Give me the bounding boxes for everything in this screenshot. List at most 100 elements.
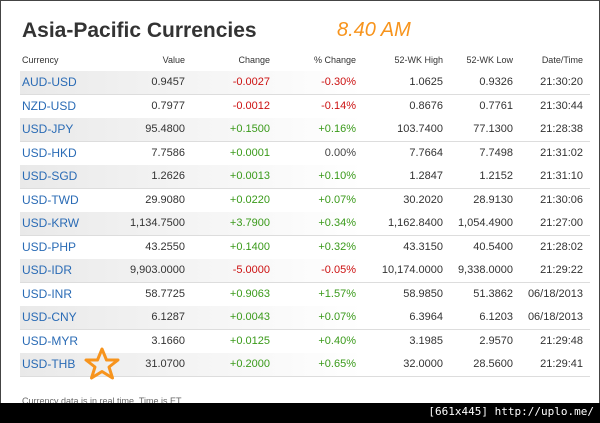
table-cell: 43.3150	[403, 240, 443, 253]
table-cell: 21:29:22	[540, 264, 583, 276]
currency-link[interactable]: USD-THB	[22, 357, 76, 371]
table-cell: 9,903.0000	[129, 264, 185, 276]
column-header: % Change	[313, 55, 356, 65]
table-cell: 21:27:00	[540, 217, 583, 229]
table-cell: 31.0700	[145, 358, 185, 370]
table-cell: +0.1400	[229, 240, 270, 253]
table-cell: +0.34%	[318, 217, 356, 229]
table-cell: 1.2626	[151, 170, 185, 182]
column-header: Currency	[22, 55, 59, 65]
table-cell: 21:28:38	[540, 123, 583, 135]
currency-link[interactable]: USD-KRW	[22, 216, 80, 230]
table-cell: 0.7977	[151, 99, 185, 112]
column-header: 52-WK High	[394, 55, 443, 65]
table-cell: 1.0625	[409, 76, 443, 88]
column-header: Date/Time	[541, 55, 583, 65]
table-cell: 58.9850	[403, 287, 443, 300]
table-cell: 21:30:44	[540, 99, 583, 112]
table-cell: 21:31:10	[540, 170, 583, 182]
table-cell: 9,338.0000	[457, 264, 513, 276]
table-cell: 40.5400	[473, 240, 513, 253]
currency-link[interactable]: USD-HKD	[22, 145, 77, 160]
table-cell: +0.07%	[318, 311, 356, 323]
star-icon	[84, 347, 120, 380]
currency-link[interactable]: USD-SGD	[22, 169, 78, 183]
table-cell: +0.16%	[318, 123, 356, 135]
currency-link[interactable]: USD-CNY	[22, 310, 77, 324]
table-cell: +0.0043	[229, 311, 270, 323]
table-row	[20, 212, 590, 236]
column-header: 52-WK Low	[466, 55, 513, 65]
column-header: Change	[238, 55, 270, 65]
table-row	[20, 141, 590, 166]
table-cell: 0.7761	[479, 99, 513, 112]
table-cell: 7.7498	[479, 146, 513, 159]
table-cell: 21:30:06	[540, 193, 583, 206]
table-cell: 7.7586	[151, 146, 185, 159]
table-cell: 51.3862	[473, 287, 513, 300]
table-cell: +1.57%	[318, 287, 356, 300]
table-cell: 6.1203	[479, 311, 513, 323]
currency-link[interactable]: USD-PHP	[22, 239, 77, 254]
table-cell: 10,174.0000	[381, 264, 443, 276]
table-cell: 2.9570	[479, 334, 513, 347]
table-cell: 6.3964	[409, 311, 443, 323]
table-cell: 1,134.7500	[129, 217, 185, 229]
table-cell: +0.0001	[229, 146, 270, 159]
currency-link[interactable]: USD-JPY	[22, 122, 74, 136]
table-cell: -0.0012	[232, 99, 270, 112]
table-cell: 29.9080	[145, 193, 185, 206]
table-cell: 6.1287	[151, 311, 185, 323]
table-cell: +0.0220	[229, 193, 270, 206]
table-cell: +0.9063	[229, 287, 270, 300]
table-cell: +0.40%	[318, 334, 356, 347]
table-cell: +0.07%	[318, 193, 356, 206]
table-cell: +0.0013	[229, 170, 270, 182]
table-cell: +0.32%	[318, 240, 356, 253]
table-cell: 0.00%	[324, 146, 356, 159]
table-row	[20, 353, 590, 377]
table-cell: 3.1660	[151, 334, 185, 347]
table-cell: 58.7725	[145, 287, 185, 300]
currency-link[interactable]: USD-IDR	[22, 263, 72, 277]
table-cell: 28.5600	[473, 358, 513, 370]
table-cell: -0.0027	[232, 76, 270, 88]
time: 8.40 AM	[337, 19, 411, 41]
table-cell: 3.1985	[409, 334, 443, 347]
currency-link[interactable]: AUD-USD	[22, 75, 77, 89]
table-cell: 21:30:20	[540, 76, 583, 88]
table-cell: +0.2000	[229, 358, 270, 370]
table-cell: -0.14%	[321, 99, 356, 112]
table-cell: 103.7400	[397, 123, 443, 135]
table-cell: 1,054.4900	[457, 217, 513, 229]
table-cell: +0.10%	[318, 170, 356, 182]
table-cell: -0.05%	[321, 264, 356, 276]
table-cell: 0.8676	[409, 99, 443, 112]
table-cell: 21:28:02	[540, 240, 583, 253]
table-cell: +0.1500	[229, 123, 270, 135]
table-cell: 0.9457	[151, 76, 185, 88]
table-cell: -0.30%	[321, 76, 356, 88]
table-cell: 1.2847	[409, 170, 443, 182]
table-cell: 95.4800	[145, 123, 185, 135]
currency-link[interactable]: USD-MYR	[22, 333, 78, 348]
table-cell: +0.65%	[318, 358, 356, 370]
table-cell: 21:31:02	[540, 146, 583, 159]
currency-link[interactable]: NZD-USD	[22, 98, 76, 113]
table-cell: 1,162.8400	[387, 217, 443, 229]
table-cell: 06/18/2013	[527, 311, 583, 323]
table-cell: 21:29:48	[540, 334, 583, 347]
table-cell: 32.0000	[403, 358, 443, 370]
table-cell: -5.0000	[232, 264, 270, 276]
footer-note: Currency data is in real time. Time is E…	[22, 396, 184, 406]
table-cell: 7.7664	[409, 146, 443, 159]
table-cell: 0.9326	[479, 76, 513, 88]
currency-link[interactable]: USD-INR	[22, 286, 72, 301]
title: Asia-Pacific Currencies	[22, 19, 257, 42]
table-cell: 06/18/2013	[527, 287, 583, 300]
table-cell: 43.2550	[145, 240, 185, 253]
table-cell: +3.7900	[229, 217, 270, 229]
watermark: [661x445] http://uplo.me/	[428, 405, 594, 418]
currency-link[interactable]: USD-TWD	[22, 192, 79, 207]
